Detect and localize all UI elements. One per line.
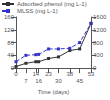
svg-text:MLSS (mg L-1): MLSS (mg L-1) bbox=[17, 8, 58, 14]
svg-text:0: 0 bbox=[93, 65, 97, 72]
svg-text:0: 0 bbox=[10, 65, 14, 72]
svg-text:38: 38 bbox=[66, 71, 73, 77]
svg-text:Time (days): Time (days) bbox=[38, 89, 69, 95]
svg-text:1600: 1600 bbox=[93, 14, 107, 20]
svg-text:800: 800 bbox=[93, 40, 104, 46]
svg-text:Adsorbed phenol (mg L-1): Adsorbed phenol (mg L-1) bbox=[17, 1, 87, 7]
svg-text:0: 0 bbox=[14, 71, 18, 77]
svg-text:45: 45 bbox=[76, 78, 83, 84]
svg-text:1200: 1200 bbox=[93, 27, 107, 33]
svg-text:120: 120 bbox=[4, 27, 15, 33]
svg-text:23: 23 bbox=[45, 71, 52, 77]
svg-text:160: 160 bbox=[4, 14, 15, 20]
svg-text:400: 400 bbox=[93, 52, 104, 58]
svg-text:16: 16 bbox=[35, 78, 42, 84]
svg-text:53: 53 bbox=[88, 71, 95, 77]
svg-text:80: 80 bbox=[7, 40, 14, 46]
svg-text:30: 30 bbox=[55, 78, 62, 84]
svg-text:40: 40 bbox=[7, 52, 14, 58]
svg-text:14: 14 bbox=[32, 71, 39, 77]
svg-text:7: 7 bbox=[24, 78, 28, 84]
